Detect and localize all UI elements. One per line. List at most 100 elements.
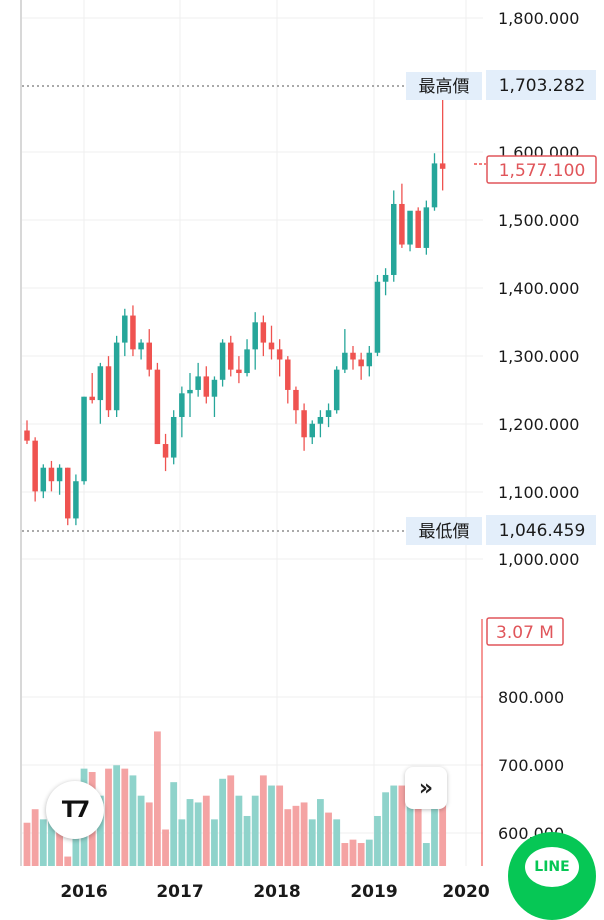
volume-bar xyxy=(284,809,292,866)
volume-bar xyxy=(268,785,275,866)
volume-bar xyxy=(341,843,349,866)
volume-bar xyxy=(365,839,373,866)
volume-bar xyxy=(137,795,145,866)
candle-body xyxy=(268,342,275,350)
y-tick-label: 700.000 xyxy=(498,756,564,775)
volume-bar xyxy=(406,792,414,866)
chart-background xyxy=(0,0,604,900)
candle-body xyxy=(81,396,87,482)
x-tick-label: 2019 xyxy=(350,882,397,900)
candle-body xyxy=(276,349,283,360)
volume-bar xyxy=(251,795,259,866)
volume-bar xyxy=(333,819,341,866)
volume-bar xyxy=(31,809,39,866)
candle-body xyxy=(407,210,413,245)
candle-body xyxy=(374,281,381,353)
candle-body xyxy=(122,315,128,343)
volume-bar xyxy=(56,812,63,866)
x-axis-labels: 2016 2017 2018 2019 2020 xyxy=(60,882,489,900)
candlesticks xyxy=(24,83,446,526)
candle-body xyxy=(350,352,356,360)
volume-bar xyxy=(23,822,31,866)
candle-body xyxy=(333,369,340,411)
volume-bar xyxy=(145,802,153,866)
candle-body xyxy=(24,430,30,441)
candle-body xyxy=(56,467,63,482)
candle-body xyxy=(65,467,71,519)
volume-bar xyxy=(439,778,447,866)
y-tick-label: 1,100.000 xyxy=(498,483,579,502)
candle-body xyxy=(138,342,144,350)
volume-bar xyxy=(202,795,210,866)
volume-bar xyxy=(325,812,332,866)
scroll-to-realtime-button[interactable]: » xyxy=(405,767,447,809)
candle-body xyxy=(342,352,348,370)
x-tick-label: 2018 xyxy=(253,882,300,900)
candle-body xyxy=(423,207,430,248)
volume-bar xyxy=(259,775,267,866)
high-label: 最高價 xyxy=(419,77,470,97)
volume-bar xyxy=(64,856,72,866)
volume-bar xyxy=(113,765,121,866)
candle-body xyxy=(399,203,405,245)
volume-bar xyxy=(422,843,430,866)
volume-bar xyxy=(170,782,178,866)
last-price-value: 1,577.100 xyxy=(499,161,586,181)
volume-bar xyxy=(431,802,438,866)
candle-body xyxy=(170,416,177,458)
candle-body xyxy=(439,163,446,169)
candle-body xyxy=(73,481,79,519)
volume-bar xyxy=(178,819,186,866)
volume-bar xyxy=(194,802,202,866)
volume-bar xyxy=(96,795,104,866)
line-share-button[interactable]: LINE xyxy=(508,832,596,920)
candle-body xyxy=(203,376,210,397)
candle-body xyxy=(252,322,258,350)
candle-body xyxy=(309,423,315,438)
double-chevron-right-icon: » xyxy=(418,775,434,801)
volume-bar xyxy=(276,785,284,866)
y-tick-label: 1,300.000 xyxy=(498,347,579,366)
tradingview-logo[interactable]: T7 xyxy=(46,781,104,839)
volume-bar xyxy=(227,775,235,866)
candle-body xyxy=(179,393,185,417)
volume-bar xyxy=(162,829,169,866)
candle-body xyxy=(382,274,389,282)
line-icon: LINE xyxy=(525,847,579,887)
candle-body xyxy=(195,376,201,390)
volume-bar xyxy=(48,802,55,866)
y-tick-label: 1,400.000 xyxy=(498,279,579,298)
volume-bar xyxy=(349,839,357,866)
x-tick-label: 2017 xyxy=(156,882,203,900)
candle-body xyxy=(32,440,38,492)
volume-bar xyxy=(317,799,324,866)
y-tick-label: 1,200.000 xyxy=(498,415,579,434)
low-label-bg xyxy=(406,517,482,545)
candle-body xyxy=(113,342,120,411)
candle-body xyxy=(391,203,397,275)
volume-bar xyxy=(390,785,398,866)
volume-bar xyxy=(374,815,381,866)
volume-bar xyxy=(211,819,218,866)
volume-bar xyxy=(154,731,161,866)
candle-body xyxy=(285,359,291,390)
candle-body xyxy=(358,359,364,367)
volume-bar xyxy=(219,778,226,866)
last-volume-tag xyxy=(486,617,564,646)
candle-body xyxy=(260,322,267,343)
candle-body xyxy=(228,342,234,370)
low-value: 1,046.459 xyxy=(499,521,586,541)
high-value: 1,703.282 xyxy=(499,76,586,96)
volume-bar xyxy=(186,799,194,866)
high-value-bg xyxy=(486,70,596,100)
volume-bar xyxy=(357,843,365,866)
candle-body xyxy=(325,410,332,417)
candle-body xyxy=(187,389,193,394)
candle-body xyxy=(105,366,112,411)
price-chart[interactable]: 1,800.0001,600.0001,500.0001,400.0001,30… xyxy=(0,0,604,900)
candle-body xyxy=(211,379,218,397)
volume-bar xyxy=(292,805,300,866)
x-tick-label: 2020 xyxy=(442,882,489,900)
y-tick-label: 1,000.000 xyxy=(498,550,579,569)
candle-body xyxy=(89,396,95,401)
